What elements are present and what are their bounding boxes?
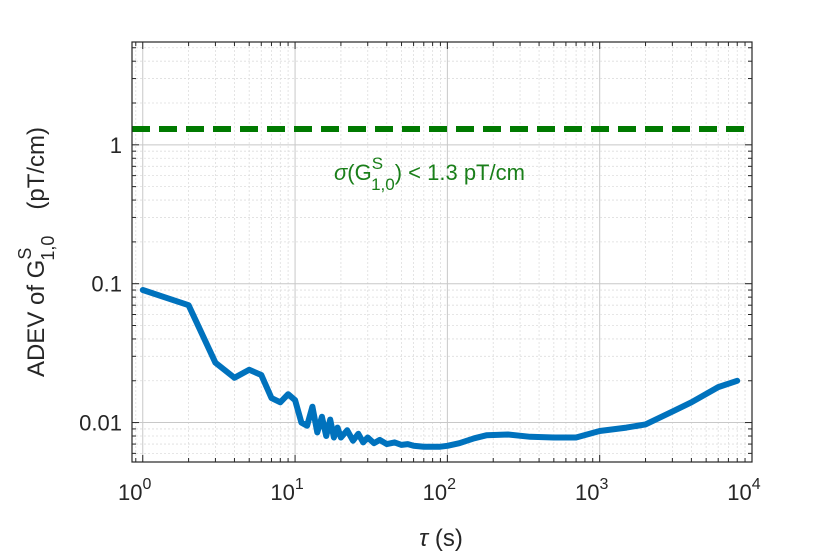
- threshold-annotation: σ(GS 1,0) < 1.3 pT/cm: [334, 154, 525, 194]
- x-tick-label: 101: [270, 476, 303, 505]
- data-lines: [132, 126, 752, 450]
- x-tick-label: 100: [118, 476, 151, 505]
- plot-background: [132, 42, 752, 462]
- y-tick-label: 1: [110, 133, 122, 158]
- x-tick-label: 102: [423, 476, 456, 505]
- y-tick-label: 0.1: [91, 272, 122, 297]
- x-axis-label: τ (s): [419, 525, 463, 552]
- y-axis-label: ADEV of GS 1,0(pT/cm): [15, 127, 58, 377]
- plot-frame: [131, 41, 753, 463]
- x-tick-label: 104: [727, 476, 760, 505]
- y-tick-label: 0.01: [79, 411, 122, 436]
- ticks: 100 101 102 103 104 0.01 0.1 1: [79, 42, 761, 505]
- adev-line: [139, 287, 741, 450]
- x-tick-label: 103: [575, 476, 608, 505]
